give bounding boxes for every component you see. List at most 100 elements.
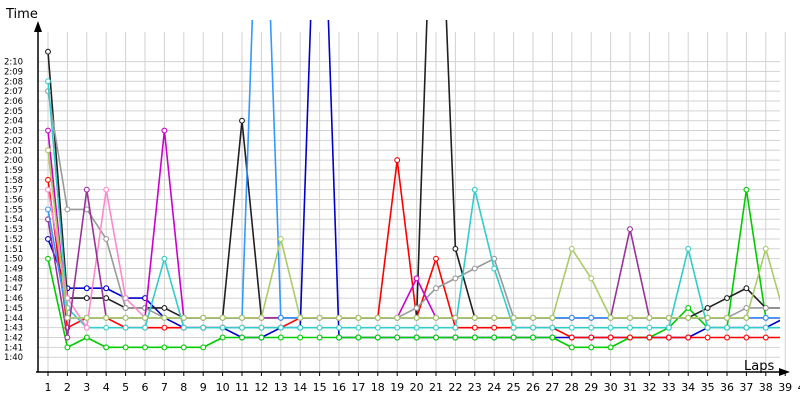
data-point	[64, 206, 71, 213]
data-point	[45, 236, 51, 242]
data-point	[122, 295, 129, 302]
data-point	[549, 334, 556, 341]
data-point	[336, 334, 342, 341]
data-point	[607, 324, 614, 331]
series-polyline	[47, 150, 780, 319]
x-tick-label: 22	[448, 381, 462, 394]
data-point	[607, 344, 614, 351]
data-point	[413, 275, 420, 282]
x-tick-labels: 1 2 3 4 5 6 7 8 9 10 11 12 13 14 15 16 17 18 19 20 21 22 23 24 2…	[45, 372, 800, 394]
data-point	[297, 334, 304, 341]
y-tick-label: 2:09	[4, 67, 23, 77]
y-tick-label: 2:03	[4, 127, 23, 137]
data-point	[64, 314, 71, 321]
data-point	[724, 334, 730, 341]
data-point	[704, 304, 711, 311]
data-point	[627, 226, 633, 233]
data-point	[743, 186, 750, 193]
data-point	[491, 324, 498, 331]
data-point	[510, 314, 517, 321]
data-point	[588, 275, 595, 282]
data-point	[724, 295, 730, 302]
x-tick-label: 38	[759, 381, 773, 394]
data-point	[180, 344, 187, 351]
data-point	[471, 186, 478, 193]
y-tick-label: 2:02	[4, 136, 23, 146]
data-point	[607, 334, 614, 341]
data-point	[530, 324, 536, 331]
x-tick-label: 4	[103, 381, 110, 394]
data-point	[743, 324, 750, 331]
data-point	[433, 255, 439, 262]
data-point	[219, 334, 226, 341]
data-point	[762, 324, 769, 331]
data-point	[724, 314, 730, 321]
data-point	[510, 324, 517, 331]
data-point	[355, 324, 362, 331]
x-axis-title: Laps	[744, 359, 774, 374]
x-tick-label: 9	[200, 381, 207, 394]
y-tick-label: 1:59	[4, 166, 23, 176]
data-point	[161, 304, 168, 311]
x-tick-label: 30	[604, 381, 618, 394]
data-point	[743, 334, 750, 341]
series-line-12	[45, 147, 780, 321]
series-polyline	[47, 159, 780, 339]
data-point	[374, 314, 381, 321]
data-point	[433, 285, 439, 292]
data-point	[180, 324, 187, 331]
data-point	[219, 314, 226, 321]
data-point	[665, 324, 672, 331]
data-point	[433, 324, 439, 331]
x-tick-label: 26	[526, 381, 540, 394]
data-point	[665, 334, 672, 341]
data-point	[568, 324, 575, 331]
data-point	[161, 324, 168, 331]
data-point	[394, 334, 401, 341]
data-point	[743, 314, 750, 321]
series-line-8	[45, 78, 780, 331]
data-point	[45, 78, 51, 85]
x-tick-label: 6	[142, 381, 149, 394]
data-point	[45, 255, 51, 262]
data-point	[568, 334, 575, 341]
x-tick-label: 15	[313, 381, 327, 394]
x-tick-label: 17	[351, 381, 365, 394]
data-point	[200, 324, 207, 331]
y-tick-label: 1:51	[4, 245, 23, 255]
y-axis-title: Time	[5, 7, 38, 22]
data-point	[685, 334, 692, 341]
data-point	[588, 344, 595, 351]
y-tick-label: 1:55	[4, 205, 23, 215]
x-tick-label: 37	[739, 381, 753, 394]
data-point	[588, 314, 595, 321]
x-axis-arrow-icon	[779, 368, 790, 376]
data-point	[762, 245, 769, 252]
y-tick-label: 2:06	[4, 97, 23, 107]
y-tick-label: 1:44	[4, 314, 23, 324]
y-tick-label: 1:40	[4, 353, 23, 363]
series-polyline	[47, 81, 780, 329]
data-point	[83, 314, 90, 321]
x-tick-label: 21	[429, 381, 443, 394]
data-point	[142, 344, 148, 351]
x-tick-label: 39	[778, 381, 792, 394]
x-tick-label: 18	[371, 381, 385, 394]
data-point	[394, 157, 401, 164]
data-point	[394, 324, 401, 331]
data-point	[239, 117, 245, 124]
data-point	[142, 314, 148, 321]
data-point	[413, 334, 420, 341]
axes: Time Laps	[5, 7, 790, 376]
x-tick-label: 1	[45, 381, 52, 394]
data-point	[45, 127, 51, 134]
data-point	[103, 236, 110, 242]
data-point	[491, 314, 498, 321]
y-tick-label: 2:00	[4, 156, 23, 166]
y-tick-label: 1:52	[4, 235, 23, 245]
data-point	[646, 314, 653, 321]
data-point	[200, 314, 207, 321]
data-point	[83, 334, 90, 341]
x-tick-label: 12	[254, 381, 268, 394]
